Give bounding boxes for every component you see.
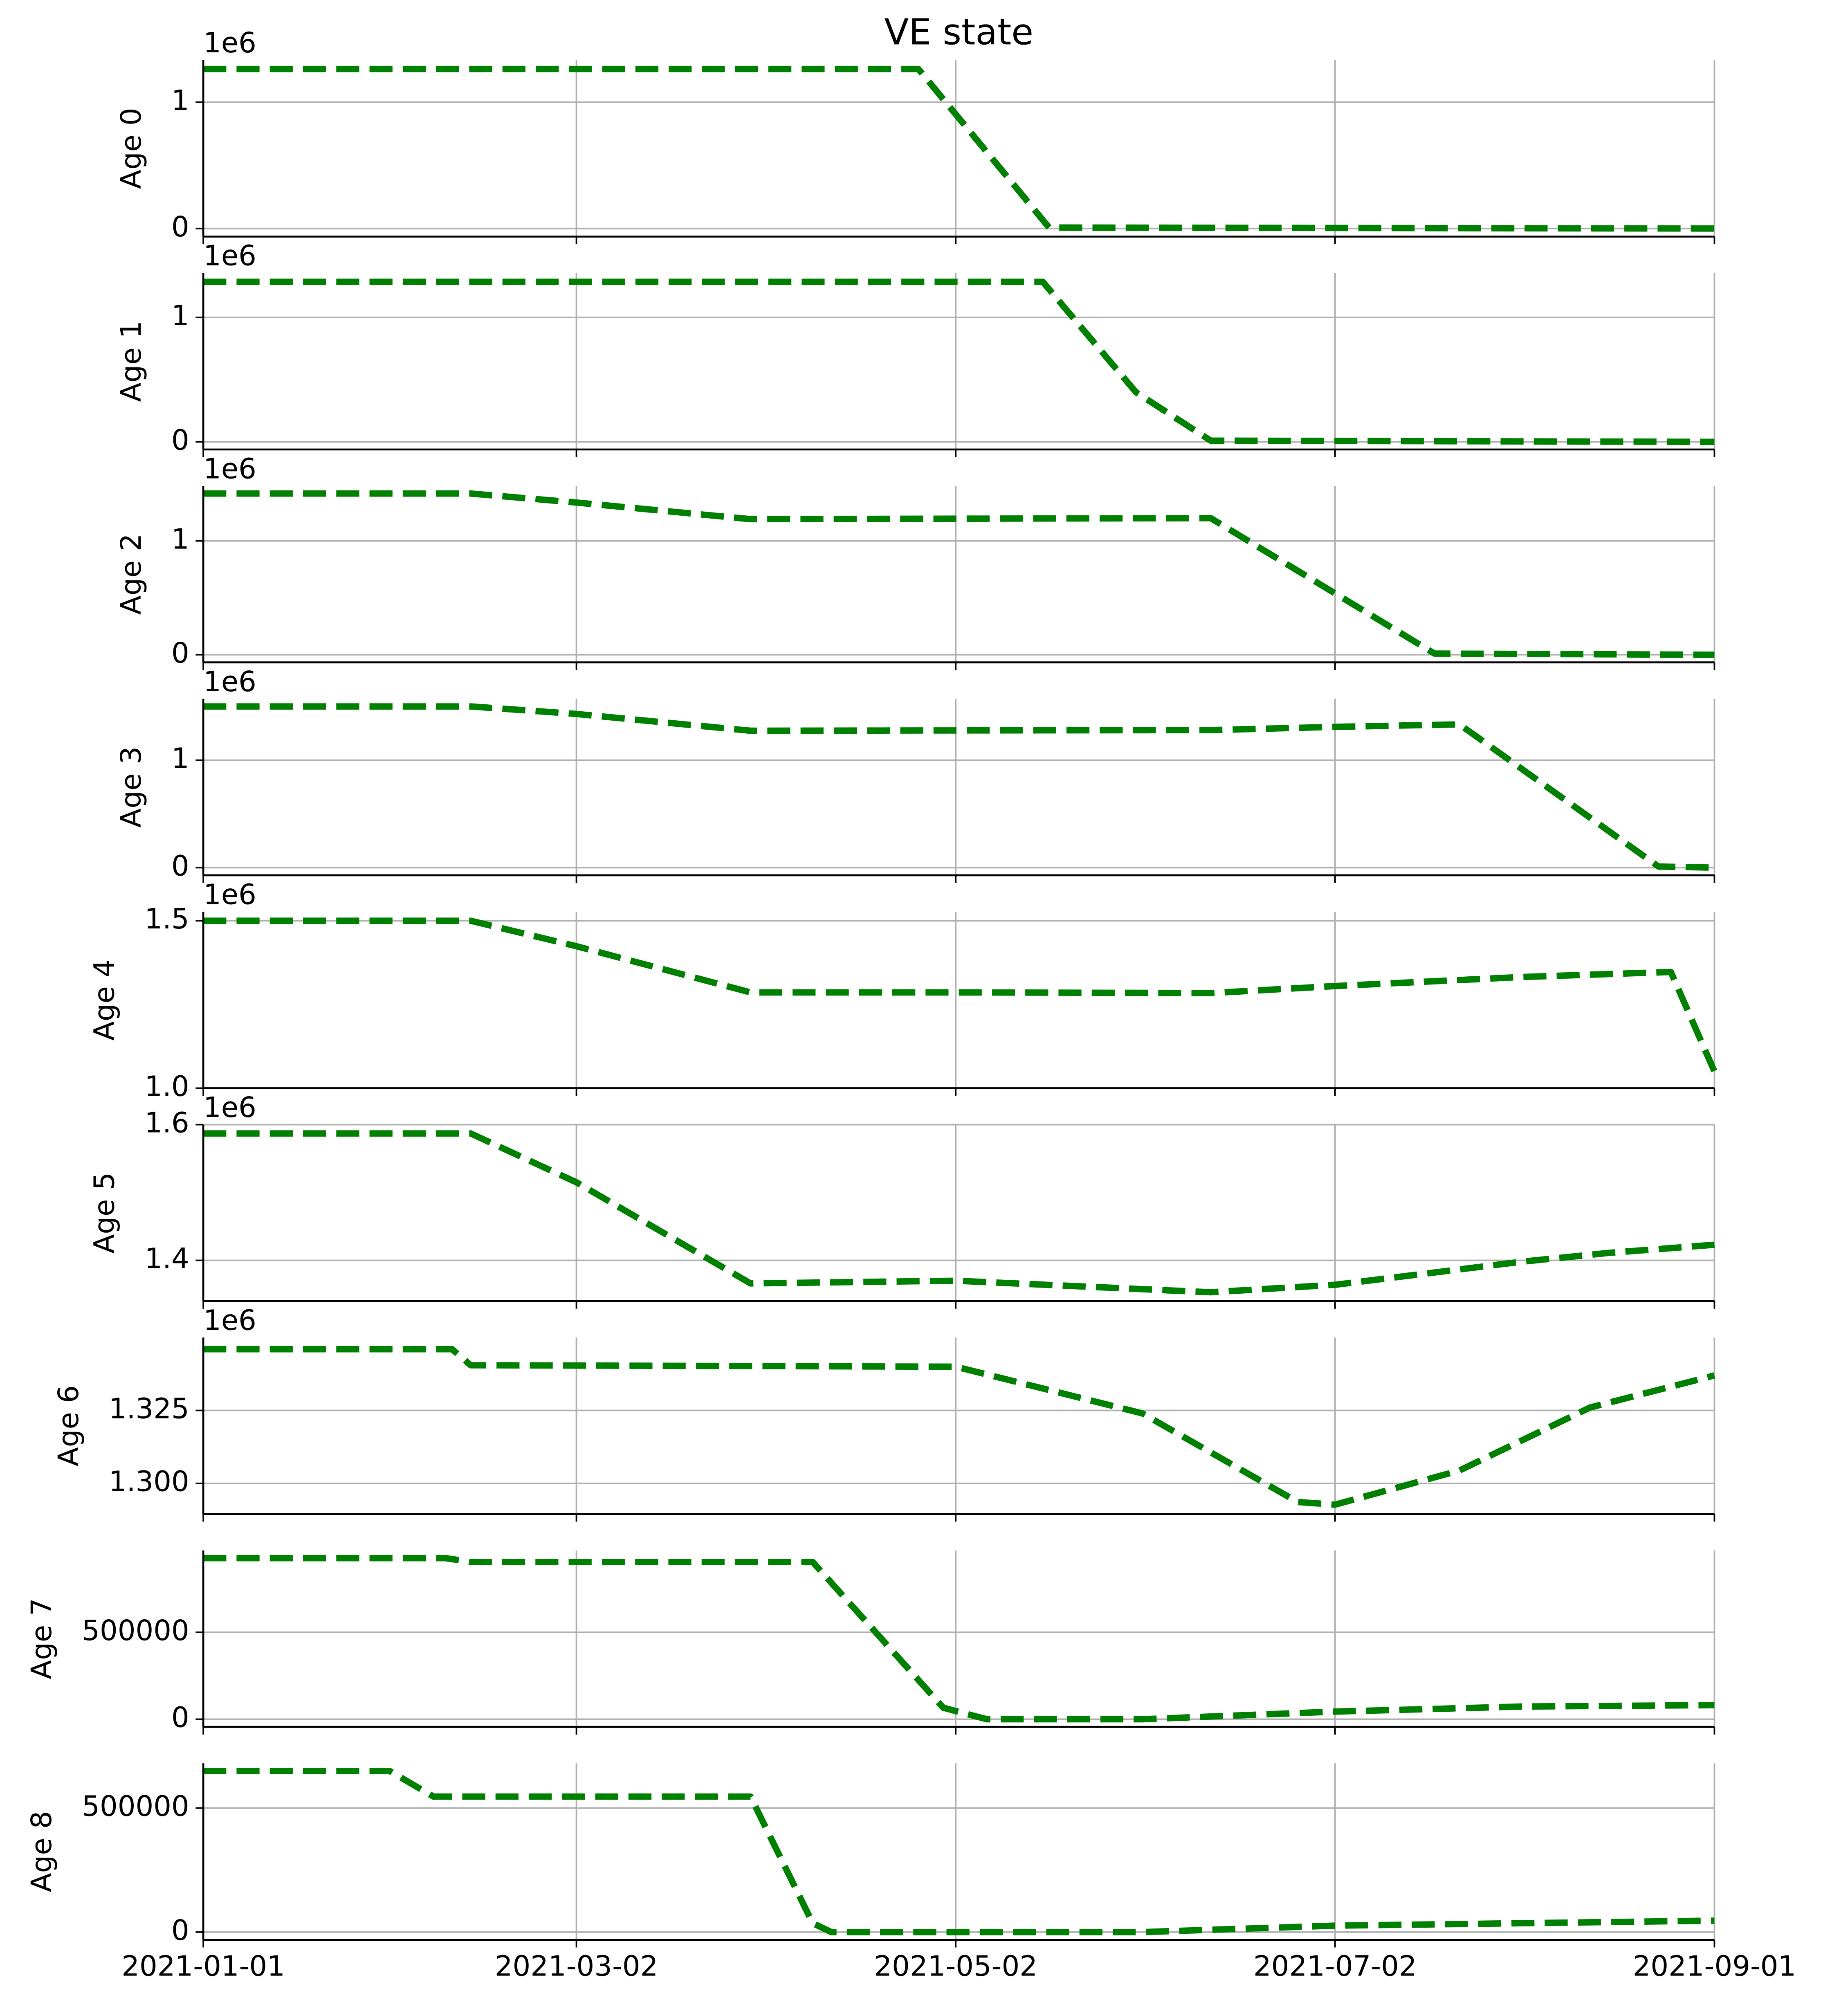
y-tick-label: 500000 xyxy=(82,1790,189,1823)
y-tick-label: 1.6 xyxy=(144,1107,189,1139)
plot-area xyxy=(203,703,1715,871)
data-line xyxy=(203,279,1715,445)
data-line xyxy=(203,1130,1715,1296)
y-tick-label: 1 xyxy=(171,299,189,332)
plot-area xyxy=(203,65,1715,232)
y-tick-label: 1.325 xyxy=(109,1392,189,1425)
x-tick-label: 2021-05-02 xyxy=(874,1950,1037,1982)
data-line xyxy=(203,917,1718,1073)
offset-text: 1e6 xyxy=(203,1091,256,1124)
y-axis-label: Age 2 xyxy=(115,533,148,615)
offset-text: 1e6 xyxy=(203,1304,256,1337)
data-line xyxy=(203,490,1715,658)
y-axis-label: Age 8 xyxy=(25,1811,58,1892)
data-line xyxy=(203,703,1715,871)
y-tick-label: 0 xyxy=(171,1914,189,1947)
y-tick-label: 0 xyxy=(171,850,189,882)
y-axis-label: Age 3 xyxy=(115,746,148,828)
offset-text: 1e6 xyxy=(203,27,256,59)
y-tick-label: 1 xyxy=(171,742,189,775)
y-tick-label: 1.4 xyxy=(144,1243,189,1275)
data-line xyxy=(203,65,1715,232)
offset-text: 1e6 xyxy=(203,240,256,272)
y-tick-label: 1.5 xyxy=(144,903,189,935)
y-tick-label: 0 xyxy=(171,1701,189,1734)
x-tick-label: 2021-01-01 xyxy=(121,1950,285,1982)
data-line xyxy=(203,1768,1715,1935)
y-tick-label: 500000 xyxy=(82,1614,189,1647)
data-line xyxy=(203,1555,1715,1723)
data-line xyxy=(203,1346,1715,1508)
y-tick-label: 1 xyxy=(171,523,189,555)
y-tick-label: 0 xyxy=(171,637,189,670)
plot-area xyxy=(203,490,1715,658)
y-tick-label: 0 xyxy=(171,211,189,243)
figure-title: VE state xyxy=(884,11,1033,53)
x-tick-label: 2021-07-02 xyxy=(1253,1950,1417,1982)
x-tick-label: 2021-09-01 xyxy=(1633,1950,1796,1982)
offset-text: 1e6 xyxy=(203,665,256,698)
x-tick-label: 2021-03-02 xyxy=(495,1950,658,1982)
y-tick-label: 1.0 xyxy=(144,1070,189,1103)
plot-area xyxy=(203,1555,1715,1723)
plot-area xyxy=(203,917,1718,1073)
y-tick-label: 0 xyxy=(171,424,189,456)
offset-text: 1e6 xyxy=(203,878,256,911)
offset-text: 1e6 xyxy=(203,452,256,485)
y-axis-label: Age 1 xyxy=(115,321,148,402)
y-axis-label: Age 7 xyxy=(25,1598,58,1679)
y-axis-label: Age 4 xyxy=(88,959,121,1041)
plot-area xyxy=(203,1346,1715,1508)
plot-area xyxy=(203,1130,1715,1296)
y-tick-label: 1.300 xyxy=(109,1465,189,1498)
y-axis-label: Age 0 xyxy=(115,108,148,189)
plot-area xyxy=(203,279,1715,445)
y-axis-label: Age 5 xyxy=(88,1172,121,1254)
plot-area xyxy=(203,1768,1715,1935)
y-tick-label: 1 xyxy=(171,84,189,117)
y-axis-label: Age 6 xyxy=(52,1385,85,1467)
